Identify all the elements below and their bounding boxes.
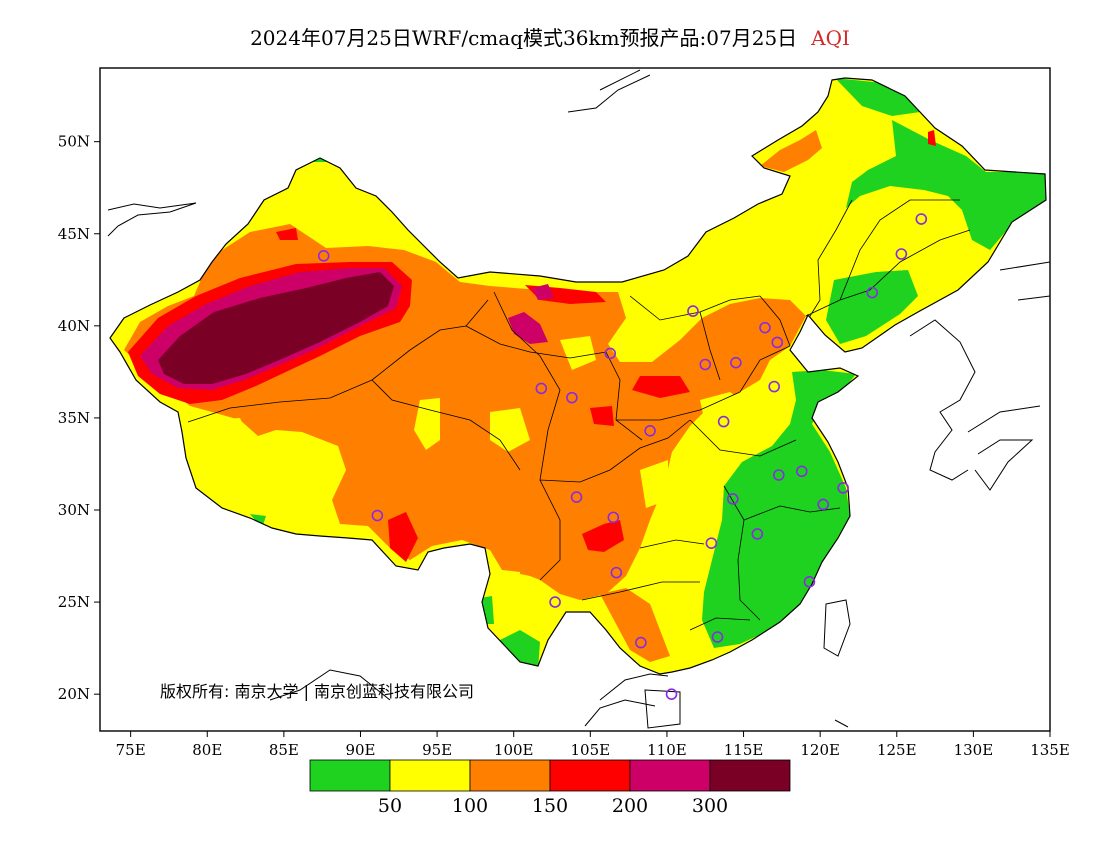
x-tick-label: 80E <box>192 741 222 759</box>
station-marker <box>866 286 879 299</box>
x-tick-label: 115E <box>724 741 764 759</box>
station-marker <box>915 213 928 225</box>
x-tick-label: 120E <box>800 741 840 759</box>
aqi-zone-yellow-patches <box>190 336 752 508</box>
legend-label: 200 <box>612 795 648 817</box>
title-variable: AQI <box>811 26 850 50</box>
station-marker <box>705 537 718 549</box>
station-marker <box>317 250 330 262</box>
y-tick-label: 40N <box>58 317 90 335</box>
station-marker <box>771 336 784 349</box>
station-marker <box>535 382 548 395</box>
station-marker <box>772 469 785 481</box>
map-area: 版权所有: 南京大学 | 南京创蓝科技有限公司 <box>107 69 1050 729</box>
station-marker <box>607 511 620 524</box>
y-tick-label: 20N <box>58 685 90 703</box>
legend-swatch <box>549 759 631 792</box>
x-tick-label: 125E <box>877 741 917 759</box>
station-marker <box>768 380 780 393</box>
station-marker <box>687 305 699 317</box>
legend-label: 150 <box>532 795 568 817</box>
station-marker <box>751 528 764 540</box>
copyright-text: 版权所有: 南京大学 | 南京创蓝科技有限公司 <box>160 682 474 701</box>
map-frame <box>99 67 1051 732</box>
province-boundaries <box>187 199 971 631</box>
station-marker <box>759 321 771 334</box>
station-marker <box>371 509 384 522</box>
map-title: 2024年07月25日WRF/cmaq模式36km预报产品:07月25日 AQI <box>0 22 1100 51</box>
legend-swatch <box>709 759 791 792</box>
hainan-outline <box>644 689 681 729</box>
legend-swatch <box>469 759 551 792</box>
station-marker <box>717 415 730 428</box>
station-marker <box>549 596 561 608</box>
neighbour-coastline <box>107 69 1050 728</box>
y-tick-label: 50N <box>58 133 90 151</box>
y-tick-label: 35N <box>58 409 90 427</box>
station-marker <box>699 358 712 371</box>
station-marker <box>665 688 678 700</box>
legend-swatch <box>629 759 711 792</box>
station-marker <box>727 493 739 505</box>
station-marker <box>837 482 849 494</box>
aqi-field <box>110 78 1046 674</box>
station-marker <box>730 356 742 369</box>
station-marker <box>604 347 617 360</box>
station-marker <box>817 498 830 511</box>
station-marker <box>895 248 908 260</box>
y-tick-label: 30N <box>58 501 90 519</box>
y-tick-label: 25N <box>58 593 90 611</box>
x-tick-label: 95E <box>422 741 452 759</box>
legend-swatch <box>309 759 391 792</box>
title-text: 2024年07月25日WRF/cmaq模式36km预报产品:07月25日 <box>250 26 798 50</box>
y-tick-label: 45N <box>58 225 90 243</box>
station-markers <box>317 213 928 700</box>
aqi-zone-maroon <box>158 272 394 384</box>
station-marker <box>711 631 724 643</box>
x-axis: 75E 80E 85E 90E 95E 100E 105E 110E 115E 120E 125E 1… <box>116 731 1070 759</box>
station-marker <box>644 425 656 437</box>
y-axis: 20N 25N 30N 35N 40N 45N 50N <box>58 133 100 703</box>
colorbar-legend: 50 100 150 200 300 <box>309 759 791 817</box>
station-marker <box>610 566 623 579</box>
x-tick-label: 90E <box>345 741 375 759</box>
legend-label: 100 <box>452 795 488 817</box>
legend-swatch <box>389 759 471 792</box>
station-marker <box>803 576 816 588</box>
station-marker <box>635 636 647 649</box>
x-tick-label: 75E <box>116 741 146 759</box>
legend-label: 50 <box>378 795 402 817</box>
x-tick-label: 85E <box>269 741 299 759</box>
x-tick-label: 100E <box>494 741 534 759</box>
taiwan-outline <box>823 599 851 657</box>
legend-label: 300 <box>692 795 728 817</box>
x-tick-label: 105E <box>571 741 611 759</box>
x-tick-label: 135E <box>1030 741 1070 759</box>
station-marker <box>566 391 578 404</box>
station-marker <box>570 491 583 503</box>
x-tick-label: 130E <box>954 741 994 759</box>
station-marker <box>795 465 808 478</box>
x-tick-label: 110E <box>647 741 687 759</box>
